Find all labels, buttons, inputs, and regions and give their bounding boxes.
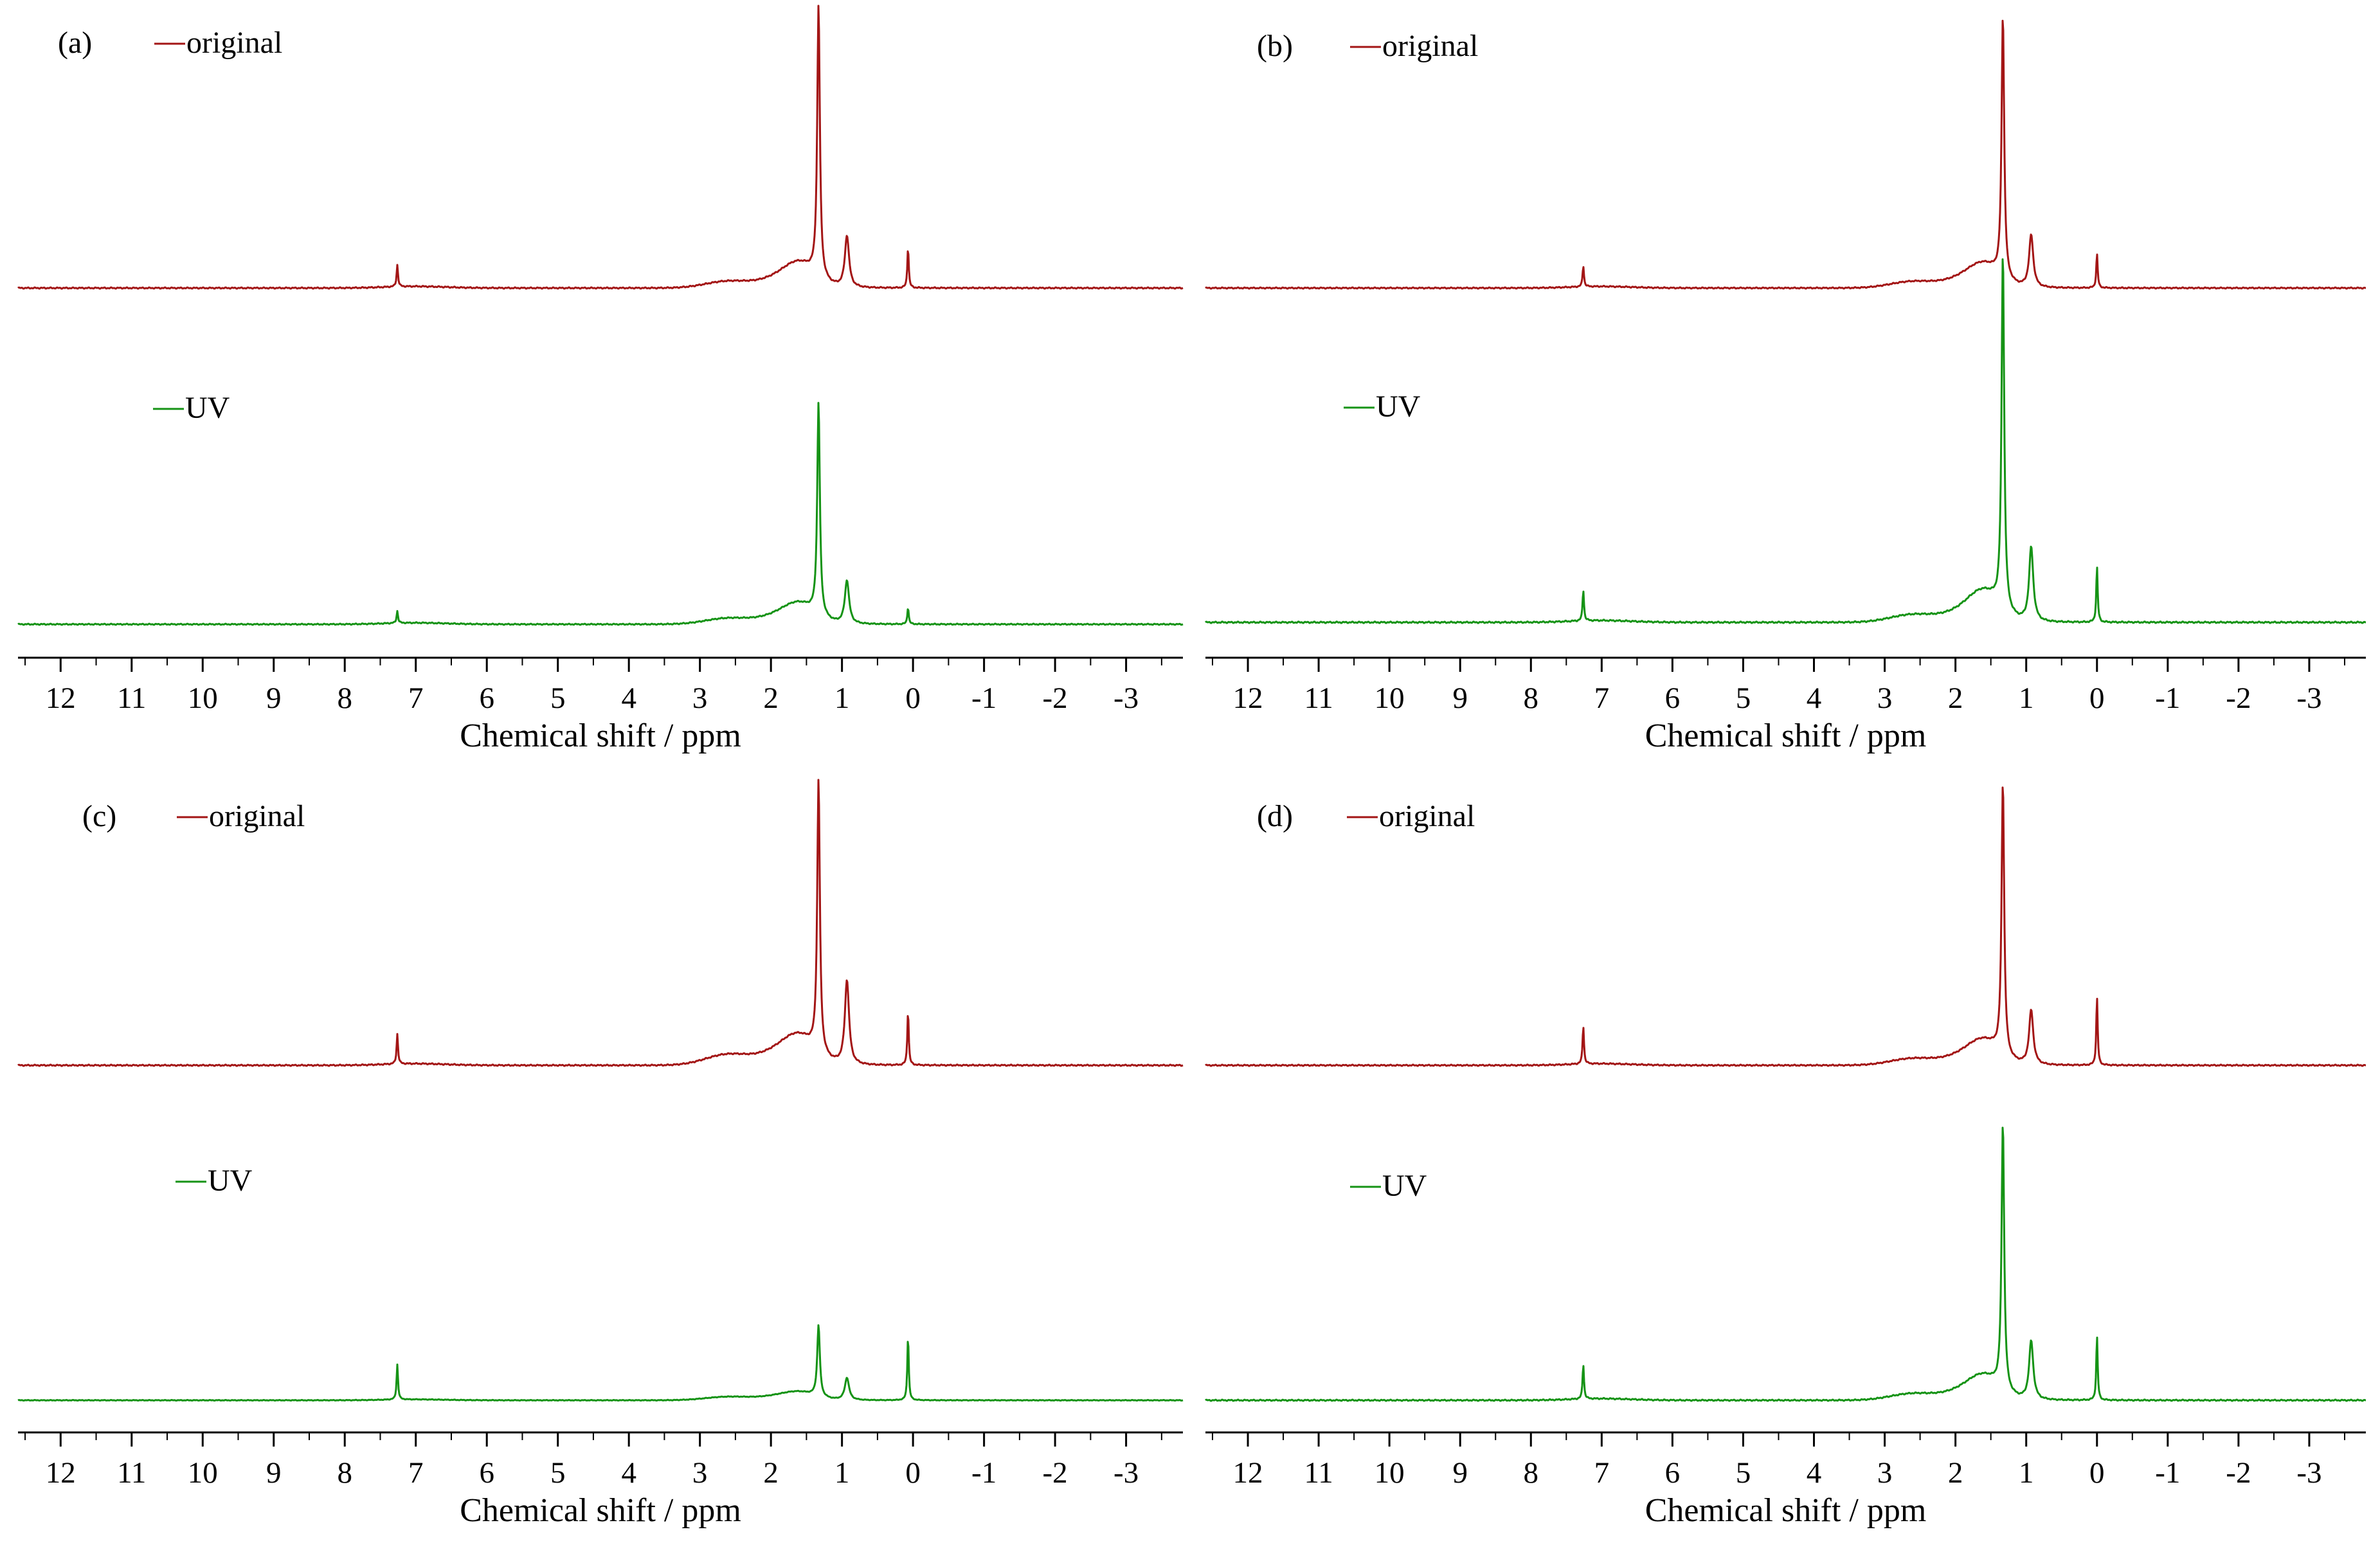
legend-uv-label: UV bbox=[1376, 390, 1421, 424]
x-tick-label: 4 bbox=[1807, 681, 1822, 715]
x-tick-label: 5 bbox=[550, 1456, 566, 1490]
x-tick-label: -3 bbox=[2296, 1456, 2321, 1490]
series-original-line bbox=[1205, 786, 2366, 1067]
x-tick-label: 9 bbox=[1452, 1456, 1468, 1490]
x-tick-label: 2 bbox=[763, 1456, 779, 1490]
x-tick-label: 4 bbox=[621, 1456, 636, 1490]
x-tick-label: -1 bbox=[2155, 1456, 2180, 1490]
x-tick-label: 9 bbox=[266, 1456, 282, 1490]
x-tick-label: 8 bbox=[337, 1456, 352, 1490]
x-tick-label: 7 bbox=[1594, 681, 1610, 715]
legend-uv-label: UV bbox=[1382, 1169, 1427, 1203]
x-tick-label: 3 bbox=[1877, 681, 1893, 715]
x-tick-label: -2 bbox=[1043, 1456, 1068, 1490]
x-tick-label: -2 bbox=[2226, 1456, 2251, 1490]
series-uv-line bbox=[1204, 258, 2366, 624]
legend-original-label: original bbox=[186, 26, 282, 60]
x-tick-label: 3 bbox=[692, 681, 708, 715]
x-tick-label: -1 bbox=[2155, 681, 2180, 715]
x-tick-label: -3 bbox=[2296, 681, 2321, 715]
x-tick-label: 10 bbox=[188, 681, 218, 715]
x-tick-label: -1 bbox=[971, 1456, 996, 1490]
x-tick-label: 12 bbox=[46, 681, 76, 715]
x-axis-label: Chemical shift / ppm bbox=[460, 717, 741, 754]
x-tick-label: 12 bbox=[1233, 1456, 1263, 1490]
legend-uv-label: UV bbox=[208, 1164, 253, 1198]
x-tick-label: 7 bbox=[408, 1456, 424, 1490]
x-tick-label: 10 bbox=[188, 1456, 218, 1490]
x-tick-label: 10 bbox=[1375, 681, 1405, 715]
x-tick-label: 8 bbox=[337, 681, 352, 715]
x-tick-label: 5 bbox=[550, 681, 566, 715]
x-tick-label: 9 bbox=[1452, 681, 1468, 715]
x-tick-label: 6 bbox=[1665, 681, 1681, 715]
x-tick-label: 11 bbox=[1304, 1456, 1333, 1490]
panel-letter: (c) bbox=[82, 799, 116, 833]
x-axis-label: Chemical shift / ppm bbox=[460, 1492, 741, 1529]
x-tick-label: 9 bbox=[266, 681, 282, 715]
x-tick-label: 1 bbox=[834, 681, 850, 715]
x-tick-label: 11 bbox=[117, 1456, 146, 1490]
x-tick-label: 4 bbox=[621, 681, 636, 715]
series-uv-line bbox=[1205, 1126, 2366, 1402]
x-tick-label: 2 bbox=[1948, 681, 1963, 715]
panel-letter: (d) bbox=[1257, 799, 1293, 833]
x-tick-label: 12 bbox=[46, 1456, 76, 1490]
x-tick-label: 1 bbox=[2019, 681, 2034, 715]
x-tick-label: 0 bbox=[2089, 681, 2105, 715]
x-tick-label: 5 bbox=[1736, 681, 1751, 715]
series-original-line bbox=[17, 779, 1184, 1067]
x-tick-label: -1 bbox=[971, 681, 996, 715]
legend-original-label: original bbox=[209, 799, 305, 833]
x-tick-label: 3 bbox=[692, 1456, 708, 1490]
x-tick-label: 6 bbox=[1665, 1456, 1681, 1490]
x-tick-label: 12 bbox=[1233, 681, 1263, 715]
legend-original-label: original bbox=[1382, 29, 1478, 63]
x-tick-label: 11 bbox=[1304, 681, 1333, 715]
series-uv-line bbox=[17, 402, 1184, 626]
x-tick-label: 7 bbox=[1594, 1456, 1610, 1490]
series-original-line bbox=[1205, 19, 2366, 290]
x-tick-label: 2 bbox=[763, 681, 779, 715]
panel-letter: (a) bbox=[58, 26, 92, 60]
x-tick-label: 11 bbox=[117, 681, 146, 715]
x-tick-label: 8 bbox=[1524, 681, 1539, 715]
x-tick-label: 1 bbox=[834, 1456, 850, 1490]
x-tick-label: 8 bbox=[1524, 1456, 1539, 1490]
x-tick-label: -2 bbox=[2226, 681, 2251, 715]
x-tick-label: 0 bbox=[2089, 1456, 2105, 1490]
x-tick-label: 4 bbox=[1807, 1456, 1822, 1490]
x-tick-label: -3 bbox=[1113, 681, 1139, 715]
panel-letter: (b) bbox=[1257, 29, 1293, 63]
series-original-line bbox=[17, 5, 1184, 290]
x-tick-label: 7 bbox=[408, 681, 424, 715]
x-tick-label: 0 bbox=[905, 681, 921, 715]
x-tick-label: -3 bbox=[1113, 1456, 1139, 1490]
x-tick-label: 6 bbox=[479, 1456, 494, 1490]
x-tick-label: 0 bbox=[905, 1456, 921, 1490]
x-tick-label: 6 bbox=[479, 681, 494, 715]
series-uv-line bbox=[17, 1324, 1184, 1402]
x-axis-label: Chemical shift / ppm bbox=[1645, 717, 1927, 754]
legend-uv-label: UV bbox=[185, 391, 230, 425]
x-tick-label: 1 bbox=[2019, 1456, 2034, 1490]
legend-original-label: original bbox=[1379, 799, 1475, 833]
x-tick-label: -2 bbox=[1043, 681, 1068, 715]
x-tick-label: 2 bbox=[1948, 1456, 1963, 1490]
x-tick-label: 3 bbox=[1877, 1456, 1893, 1490]
x-tick-label: 10 bbox=[1375, 1456, 1405, 1490]
x-tick-label: 5 bbox=[1736, 1456, 1751, 1490]
x-axis-label: Chemical shift / ppm bbox=[1645, 1492, 1927, 1529]
